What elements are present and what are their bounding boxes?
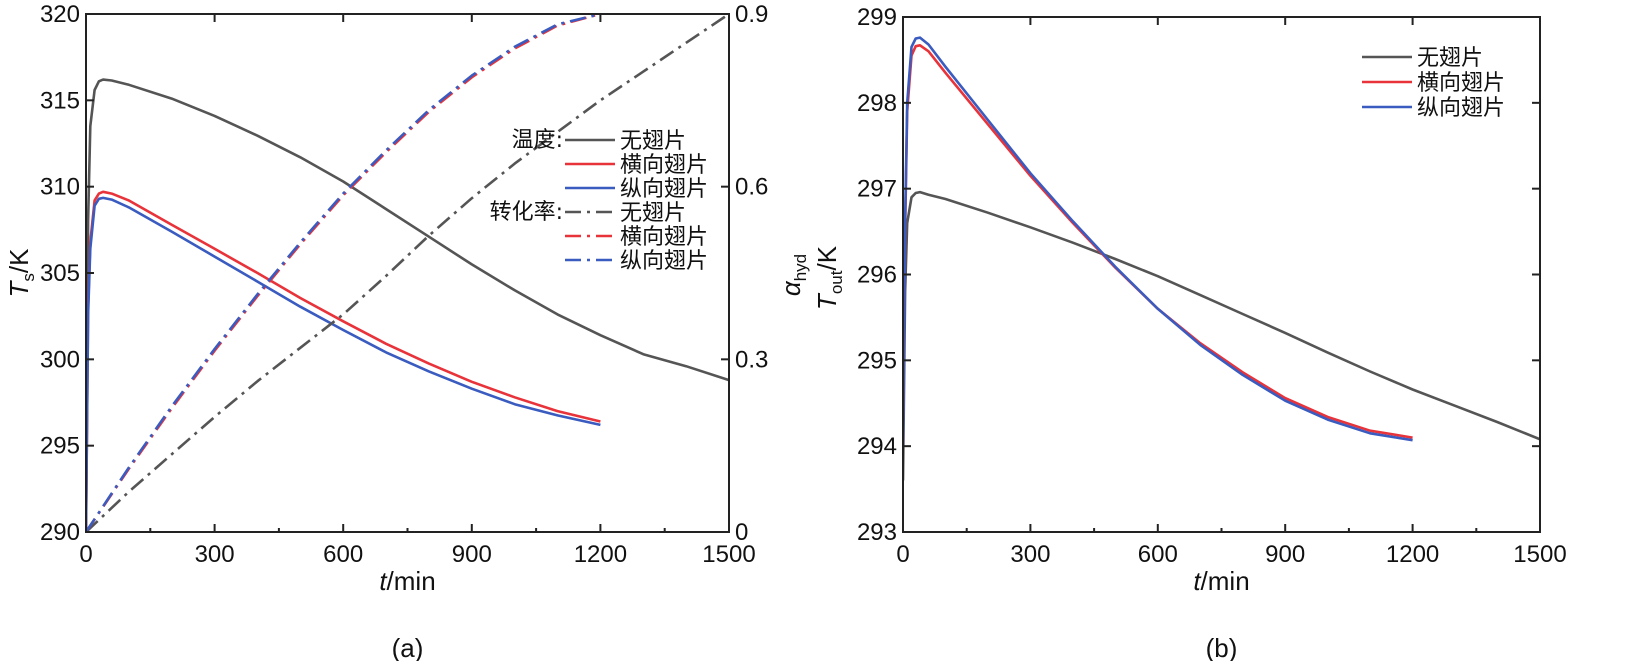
x-tick-label: 600 [1138, 541, 1178, 568]
series-line-1 [86, 78, 729, 532]
y-tick-label: 293 [857, 519, 897, 546]
series-line-3 [86, 196, 601, 532]
y-tick-label: 296 [857, 262, 897, 289]
y-tick-label-right: 0 [735, 519, 748, 546]
series-line-1 [903, 190, 1540, 481]
legend-label: 无翅片 [1417, 46, 1483, 71]
y-tick-label-right: 0.9 [735, 1, 768, 28]
caption-a: (a) [392, 633, 424, 661]
series-line-2 [86, 190, 601, 532]
y-tick-label-left: 320 [40, 1, 80, 28]
series-line-2 [903, 43, 1413, 447]
x-tick-label: 1500 [702, 541, 755, 568]
legend-label: 纵向翅片 [1417, 96, 1505, 121]
series-line-6 [86, 14, 601, 532]
legend-group-title: 温度: [512, 128, 563, 153]
y-tick-label: 298 [857, 90, 897, 117]
chart-panel-a: 0 300 600 900 1200 1500 290 295 300 305 310 315 320 0… [4, 1, 810, 661]
series-line-5 [86, 14, 601, 532]
caption-b: (b) [1206, 633, 1238, 661]
legend-label: 无翅片 [620, 129, 686, 154]
y-tick-label: 294 [857, 433, 897, 460]
series-line-3 [903, 36, 1413, 447]
x-tick-label: 300 [195, 541, 235, 568]
y-tick-label-left: 300 [40, 346, 80, 373]
y-tick-label-left: 310 [40, 174, 80, 201]
x-axis-title: t/min [1193, 566, 1249, 596]
y-axis-title-left: Ts/K [4, 248, 38, 298]
x-tick-label: 900 [452, 541, 492, 568]
y-tick-label-left: 305 [40, 260, 80, 287]
y-tick-label-left: 290 [40, 519, 80, 546]
legend-group-title: 转化率: [490, 200, 563, 225]
x-tick-label: 900 [1265, 541, 1305, 568]
y-tick-label: 297 [857, 176, 897, 203]
y-tick-label: 299 [857, 4, 897, 31]
y-tick-label-right: 0.6 [735, 174, 768, 201]
x-tick-label: 1200 [1386, 541, 1439, 568]
y-axis-title-right: αhyd [776, 254, 810, 296]
x-tick-label: 1200 [574, 541, 627, 568]
legend-label: 无翅片 [620, 201, 686, 226]
legend-label: 纵向翅片 [620, 249, 708, 274]
y-axis-title: Tout/K [812, 245, 846, 310]
x-tick-label: 0 [896, 541, 909, 568]
legend-label: 横向翅片 [620, 225, 708, 250]
x-tick-label: 1500 [1513, 541, 1566, 568]
y-tick-label-right: 0.3 [735, 346, 768, 373]
series-line-4 [86, 14, 729, 532]
legend-label: 横向翅片 [1417, 71, 1505, 96]
y-tick-label-left: 295 [40, 433, 80, 460]
x-tick-label: 0 [79, 541, 92, 568]
x-tick-label: 300 [1010, 541, 1050, 568]
y-tick-label-left: 315 [40, 87, 80, 114]
chart-panel-b: 0 300 600 900 1200 1500 293 294 295 296 297 298 299 t… [812, 4, 1567, 661]
y-tick-label: 295 [857, 347, 897, 374]
x-tick-label: 600 [323, 541, 363, 568]
x-axis-title: t/min [379, 566, 435, 596]
legend-label: 横向翅片 [620, 153, 708, 178]
legend-label: 纵向翅片 [620, 177, 708, 202]
